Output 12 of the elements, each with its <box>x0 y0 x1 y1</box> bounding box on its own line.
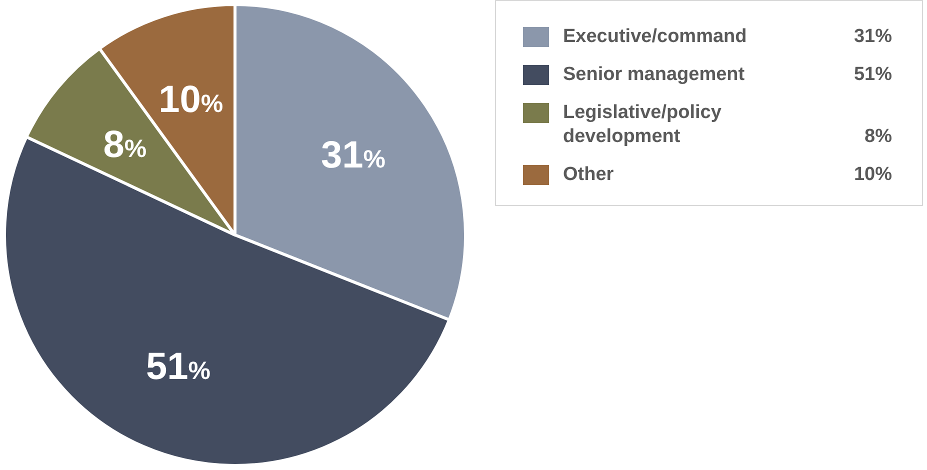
legend-label: Senior management <box>563 63 746 87</box>
data-label: 31% <box>320 134 386 177</box>
text: 8% <box>864 126 892 147</box>
legend-label: Other <box>563 163 615 187</box>
data-label: 51% <box>146 346 210 388</box>
text: 51% <box>854 64 892 85</box>
text: 31% <box>854 26 892 47</box>
data-label: 10% <box>158 79 224 122</box>
legend-label: Legislative/policy development <box>563 101 722 149</box>
text: 10% <box>854 164 892 185</box>
legend-label: Executive/command <box>563 25 748 49</box>
data-label: 8% <box>103 124 147 166</box>
